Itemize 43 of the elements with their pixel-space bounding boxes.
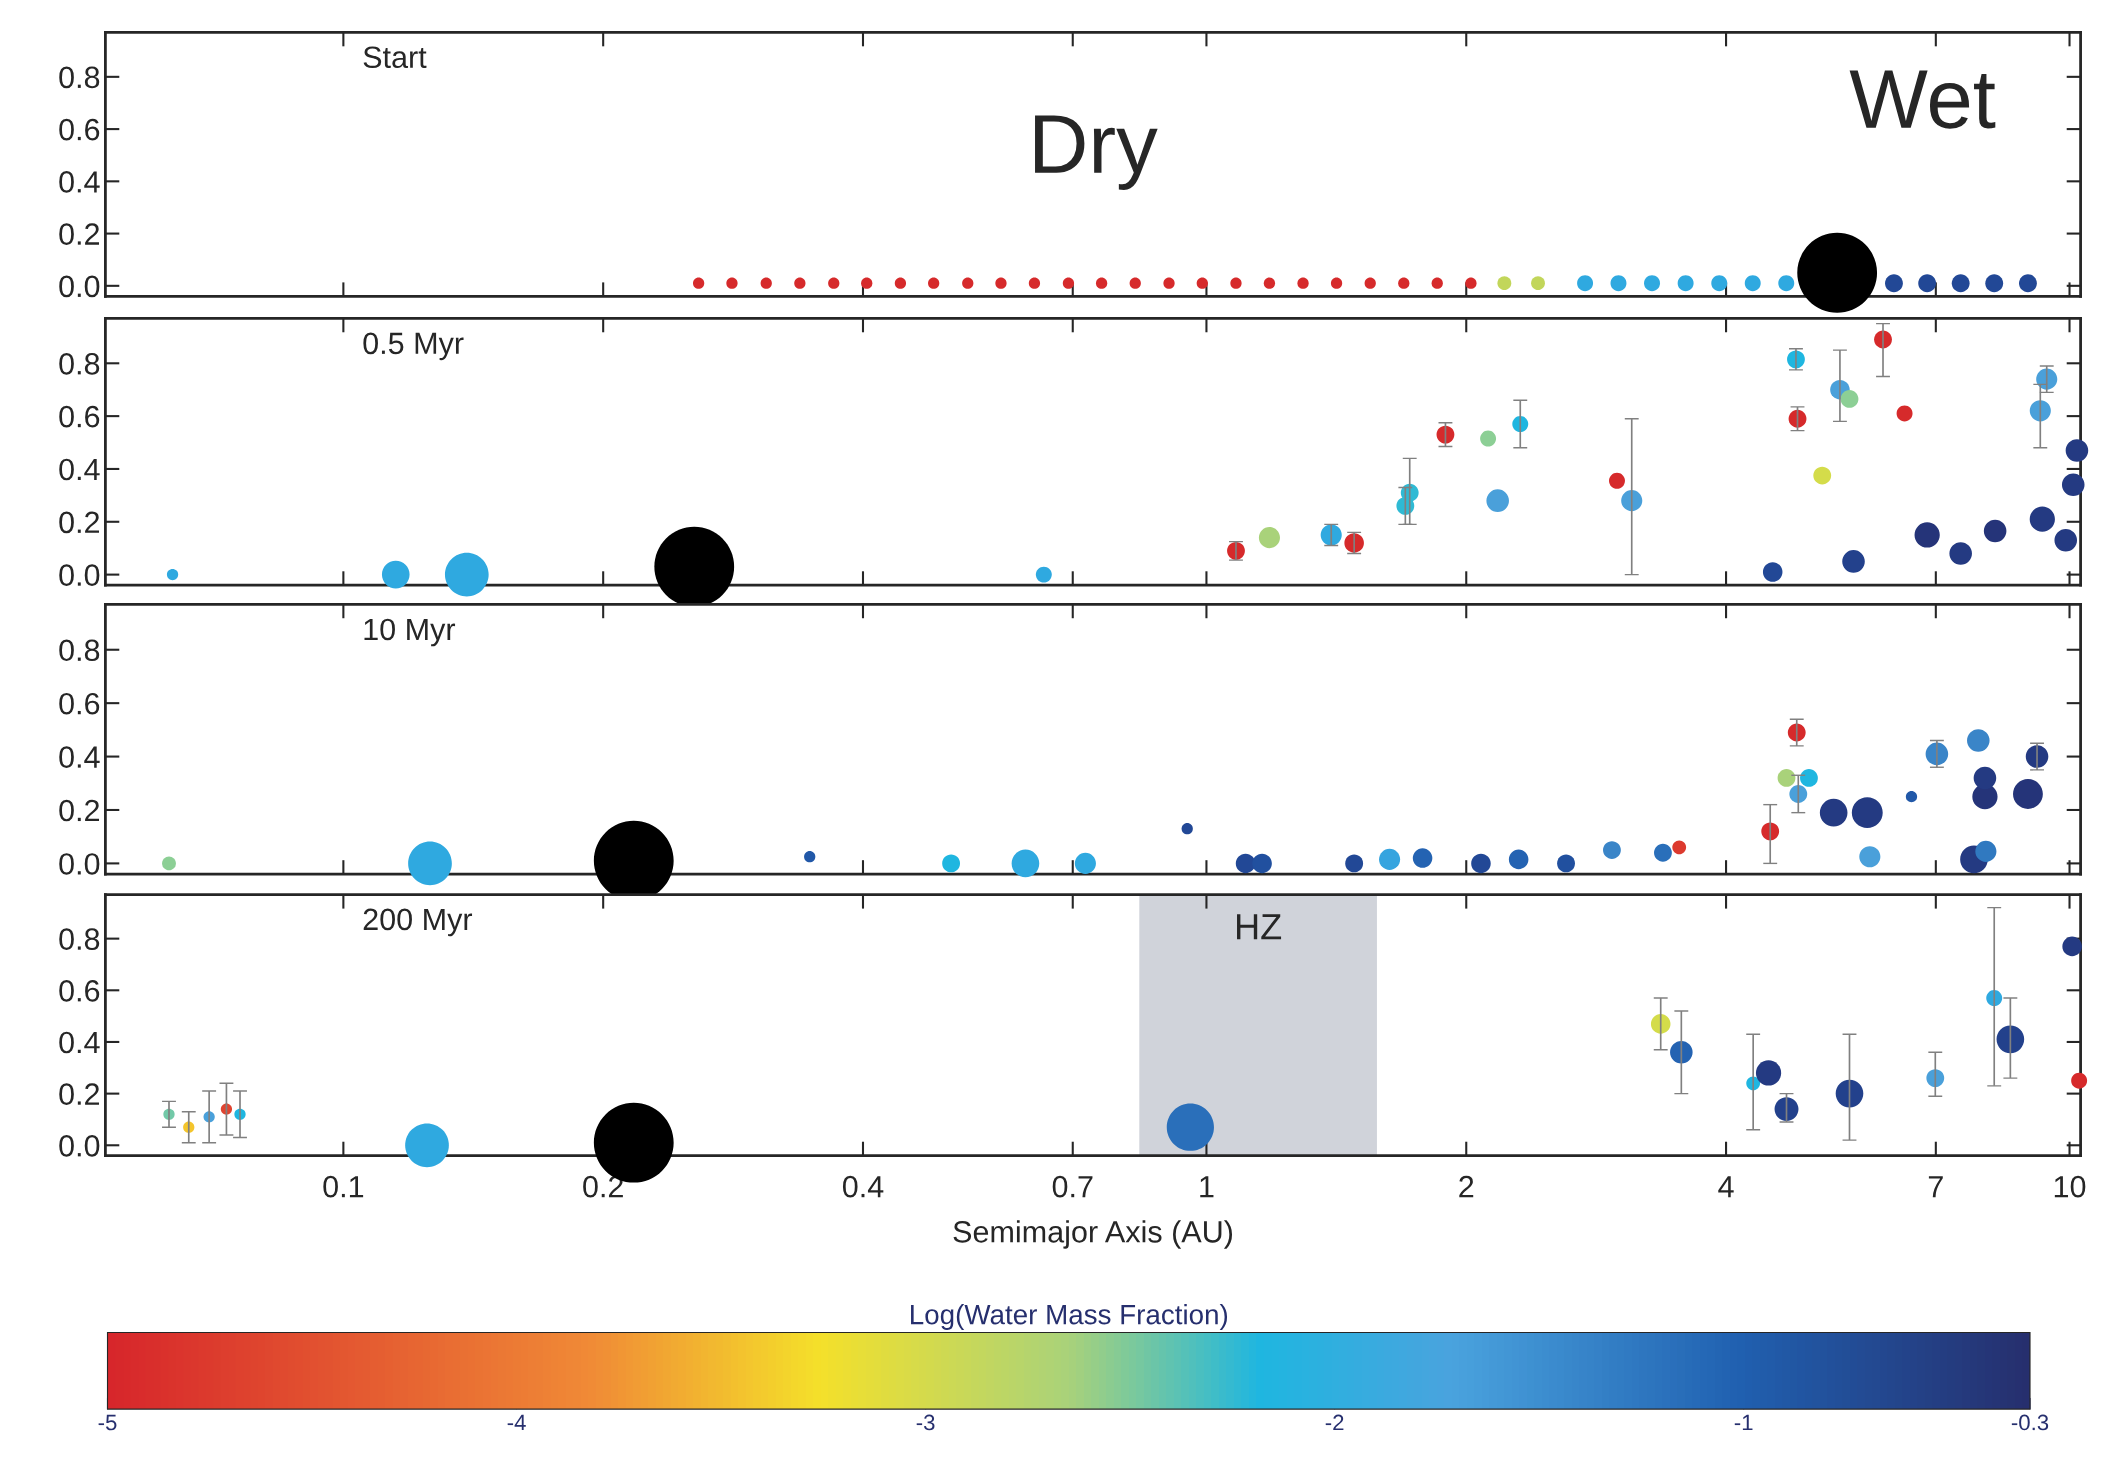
x-tick-label: 7 (1928, 1176, 1943, 1198)
x-axis-title: Semimajor Axis (AU) (953, 1220, 1233, 1249)
y-tick-label: 0.2 (59, 799, 100, 822)
x-tick-label: 10 (2054, 1175, 2086, 1198)
x-tick-label: 0.7 (1052, 1175, 1093, 1198)
y-tick-label: 0.6 (59, 405, 100, 428)
y-tick-label: 0.6 (59, 980, 100, 1002)
y-tick-label: 0.4 (59, 458, 100, 481)
y-tick-label: 0.2 (59, 511, 100, 534)
y-tick-label: 0.6 (59, 118, 100, 141)
y-tick-label: 0.8 (59, 928, 100, 950)
y-tick-label: 0.0 (59, 275, 100, 298)
color-bar-label: -0.3 (2011, 1414, 2049, 1431)
band-label: HZ (1237, 914, 1282, 940)
y-tick-label: 0.6 (59, 692, 100, 715)
y-tick-label: 0.4 (59, 171, 100, 193)
y-tick-label: 0.4 (59, 1031, 100, 1054)
y-tick-label: 0.0 (59, 1135, 100, 1157)
y-tick-label: 0.0 (59, 564, 100, 586)
x-tick-label: 0.1 (323, 1175, 364, 1198)
x-tick-label: 2 (1459, 1175, 1474, 1198)
chart-title: 0.5 Myr (363, 332, 464, 361)
chart-title: Start (363, 46, 427, 69)
color-bar-label: -2 (1325, 1414, 1344, 1431)
annotation: Wet (1849, 70, 1996, 129)
y-tick-label: 0.8 (59, 66, 100, 89)
x-tick-label: 1 (1200, 1176, 1214, 1198)
y-tick-label: 0.8 (59, 353, 100, 375)
color-bar-label: -1 (1734, 1414, 1753, 1431)
color-bar-label: -4 (507, 1414, 526, 1431)
y-tick-label: 0.2 (59, 223, 100, 245)
x-tick-label: 0.4 (842, 1175, 884, 1198)
color-bar-title: Log(Water Mass Fraction) (911, 1304, 1228, 1330)
annotation: Dry (1035, 115, 1158, 190)
y-tick-label: 0.0 (59, 853, 100, 875)
chart-title: 200 Myr (363, 908, 473, 937)
chart-title: 10 Myr (364, 618, 456, 647)
color-bar-label: -3 (916, 1414, 935, 1431)
y-tick-label: 0.2 (59, 1083, 100, 1105)
x-tick-label: 4 (1718, 1176, 1734, 1198)
color-bar-label: -5 (98, 1414, 117, 1431)
y-tick-label: 0.8 (59, 639, 100, 662)
y-tick-label: 0.4 (59, 746, 100, 768)
